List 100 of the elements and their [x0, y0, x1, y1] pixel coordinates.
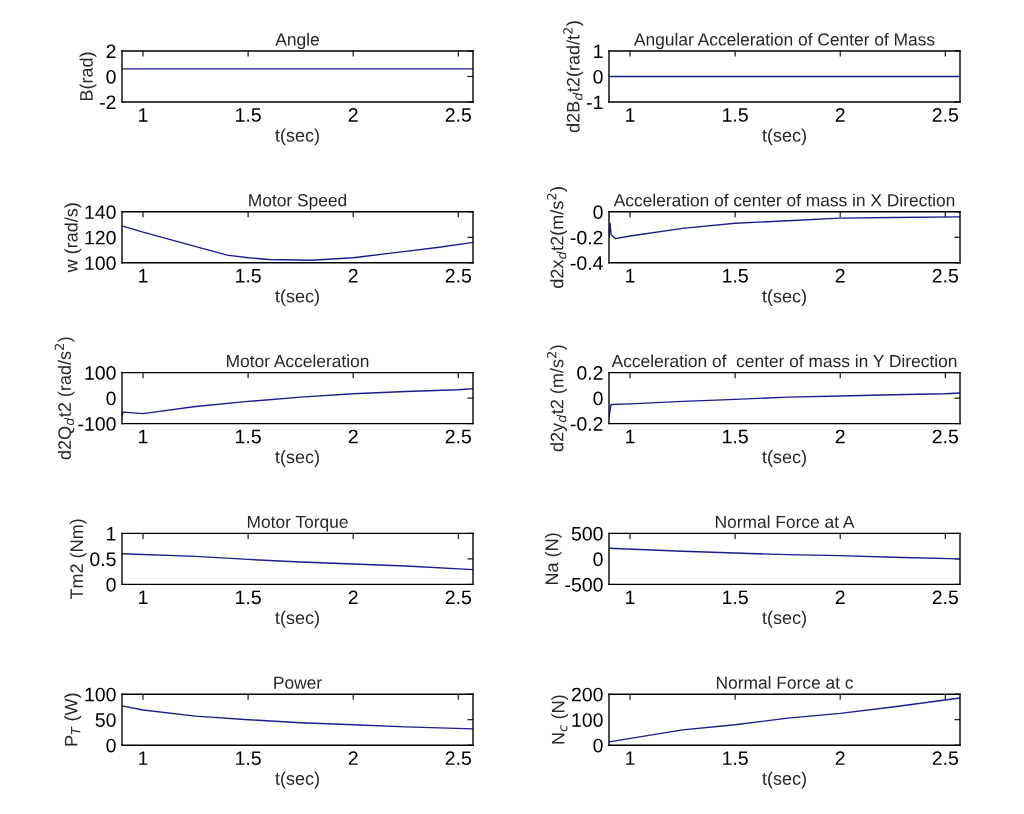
y-tick-label: -0.2	[570, 230, 603, 245]
y-tick-label: 100	[572, 713, 603, 727]
x-tick-label: 1.5	[723, 590, 748, 605]
y-axis-title: N$_{c}$ (N)	[551, 695, 569, 744]
x-tick-label: 1	[139, 429, 148, 444]
x-axis-title: t(sec)	[275, 289, 319, 307]
y-tick-label: 120	[85, 230, 116, 245]
y-axis-title: Na (N)	[544, 533, 562, 584]
y-axis-title: d2Q$_{d}$t2 (rad/s$^{2}$)	[54, 337, 75, 460]
y-tick-label: -0.2	[570, 417, 603, 431]
x-tick-label: 2	[835, 429, 845, 444]
y-tick-label: 100	[85, 256, 116, 271]
x-axis-title: t(sec)	[275, 610, 319, 628]
x-tick-label: 1	[139, 751, 148, 765]
y-tick-label: 0	[593, 738, 603, 753]
y-tick-label: 100	[85, 366, 116, 380]
x-tick-label: 1	[626, 590, 635, 605]
x-axis-title: t(sec)	[762, 610, 806, 628]
x-axis-title: t(sec)	[762, 289, 806, 307]
y-tick-label: 0.2	[577, 366, 603, 380]
line-series	[609, 697, 960, 743]
x-tick-label: 1.5	[236, 269, 261, 283]
x-axis-title: t(sec)	[275, 771, 319, 789]
x-tick-label: 2.5	[445, 108, 471, 122]
line-series	[122, 705, 473, 730]
x-tick-label: 1.5	[723, 269, 748, 283]
y-tick-label: 0	[106, 69, 116, 84]
y-tick-label: -2	[100, 95, 116, 110]
x-tick-label: 2.5	[445, 429, 471, 444]
line-series	[122, 553, 473, 571]
y-tick-label: 0	[106, 391, 116, 406]
y-tick-label: 0	[106, 738, 116, 753]
y-axis-title: d2y$_{d}$t2 (m/s$^{2}$)	[546, 345, 567, 452]
x-tick-label: 2.5	[932, 751, 958, 766]
chart-title: Angular Acceleration of Center of Mass	[634, 32, 935, 50]
x-axis-title: t(sec)	[762, 771, 806, 789]
x-tick-label: 2.5	[445, 590, 471, 605]
x-axis-title: t(sec)	[762, 128, 806, 146]
x-tick-label: 1	[626, 108, 635, 122]
x-tick-label: 1	[626, 751, 635, 765]
x-axis-title: t(sec)	[275, 128, 319, 146]
x-tick-label: 1.5	[723, 429, 748, 444]
x-tick-label: 2	[835, 751, 845, 765]
x-tick-label: 1	[626, 269, 635, 283]
chart-title: Acceleration of center of mass in X Direction	[613, 193, 955, 207]
y-tick-label: 140	[85, 205, 116, 220]
y-axis-title: Tm2 (Nm)	[69, 519, 87, 600]
x-axis-title: t(sec)	[762, 450, 806, 467]
y-tick-label: 500	[571, 526, 603, 541]
y-tick-label: 1	[107, 527, 116, 541]
y-axis-title: w (rad/s)	[64, 203, 82, 273]
x-tick-label: 2.5	[932, 108, 958, 122]
y-tick-label: 200	[571, 687, 603, 702]
chart-title: Motor Speed	[249, 193, 347, 210]
line-series	[609, 547, 960, 560]
x-tick-label: 2	[348, 268, 358, 283]
y-tick-label: 0	[593, 69, 603, 84]
chart-title: Normal Force at A	[715, 515, 855, 529]
x-tick-label: 1	[139, 108, 148, 122]
x-tick-label: 1.5	[723, 751, 748, 766]
x-tick-label: 1.5	[236, 751, 261, 766]
x-tick-label: 1	[139, 590, 148, 605]
x-tick-label: 2	[348, 590, 358, 605]
x-tick-label: 2	[348, 108, 358, 122]
chart-title: Normal Force at c	[716, 676, 854, 689]
x-tick-label: 2.5	[932, 590, 958, 605]
chart-title: Acceleration of center of mass in Y Direction	[611, 354, 957, 368]
chart-title: Angle	[275, 32, 319, 50]
line-series	[609, 216, 960, 240]
y-tick-label: 0	[106, 577, 116, 592]
y-tick-label: -100	[78, 417, 116, 431]
x-tick-label: 1.5	[236, 108, 261, 122]
x-tick-label: 1.5	[236, 429, 261, 444]
y-tick-label: 2	[106, 44, 116, 59]
y-tick-label: 0.5	[90, 552, 116, 567]
x-tick-label: 1	[626, 429, 635, 444]
y-tick-label: 0	[593, 391, 603, 406]
y-tick-label: 0	[593, 552, 603, 567]
y-axis-title: d2B$_{d}$t2(rad/t$^{2}$)	[563, 21, 584, 133]
y-tick-label: -500	[565, 577, 603, 592]
y-axis-title: d2x$_{d}$t2(m/s$^{2}$)	[546, 187, 567, 288]
chart-title: Motor Torque	[247, 515, 348, 532]
y-tick-label: 1	[594, 44, 603, 59]
y-axis-title: B(rad)	[79, 52, 97, 101]
x-tick-label: 2.5	[932, 268, 958, 283]
y-tick-label: 50	[95, 713, 116, 727]
x-tick-label: 1.5	[236, 590, 261, 605]
x-tick-label: 2.5	[932, 429, 958, 444]
x-tick-label: 2.5	[445, 751, 471, 766]
y-tick-label: -0.4	[570, 256, 603, 271]
chart-title: Power	[274, 676, 322, 689]
y-tick-label: -1	[587, 95, 603, 110]
y-tick-label: 0	[593, 205, 603, 220]
x-tick-label: 2	[348, 751, 358, 765]
chart-title: Motor Acceleration	[227, 354, 369, 368]
x-tick-label: 2	[835, 590, 845, 605]
x-tick-label: 1.5	[723, 108, 748, 122]
x-tick-label: 2	[835, 268, 845, 283]
x-tick-label: 1	[139, 269, 148, 283]
y-axis-title: P$_{T}$ (W)	[64, 693, 82, 746]
